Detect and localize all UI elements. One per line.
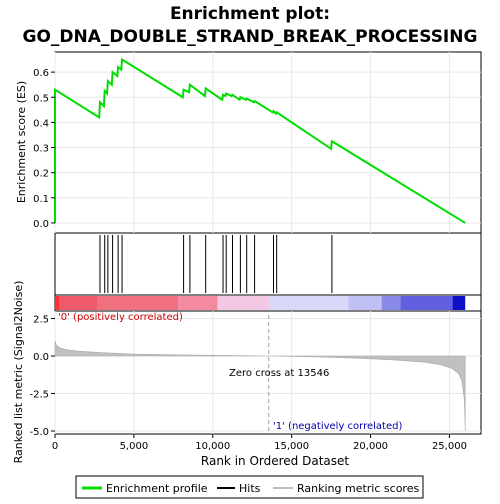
metric-area-path <box>54 340 466 432</box>
hits-panel <box>54 232 482 296</box>
metric-tick-label: 0.0 <box>33 352 49 363</box>
es-tick-label: 0.2 <box>33 169 49 180</box>
es-tick-label: 0.6 <box>33 68 49 79</box>
ranking-metric-area <box>54 340 466 432</box>
colorbar-segment <box>178 296 218 310</box>
negative-correlation-label: '1' (negatively correlated) <box>273 421 402 432</box>
colorbar-segment <box>55 296 60 310</box>
metric-panel <box>54 310 482 435</box>
es-y-ticks: 0.0 0.1 0.2 0.3 0.4 0.5 0.6 <box>33 68 55 230</box>
es-panel <box>54 51 482 234</box>
metric-y-ticks: 2.5 0.0 -2.5 -5.0 <box>29 315 55 438</box>
es-tick-label: 0.1 <box>33 194 49 205</box>
colorbar-segment <box>400 296 453 310</box>
metric-axis-label: Ranked list metric (Signal2Noise) <box>12 281 25 464</box>
legend-hits-label: Hits <box>239 482 261 495</box>
chart-title-line1: Enrichment plot: <box>170 4 330 24</box>
hit-marks <box>99 235 333 293</box>
colorbar-segment <box>217 296 270 310</box>
es-axis-label: Enrichment score (ES) <box>15 81 28 203</box>
ranked-colorbar <box>55 296 466 310</box>
colorbar-segment <box>97 296 179 310</box>
x-tick-label: 5,000 <box>120 441 149 452</box>
x-tick-label: 25,000 <box>432 441 467 452</box>
x-axis-label: Rank in Ordered Dataset <box>201 454 349 468</box>
es-tick-label: 0.5 <box>33 93 49 104</box>
x-tick-label: 10,000 <box>195 441 230 452</box>
metric-tick-label: 2.5 <box>33 315 49 326</box>
colorbar-segment <box>452 296 466 310</box>
enrichment-profile-path <box>54 57 466 224</box>
x-tick-label: 15,000 <box>274 441 309 452</box>
colorbar-segment <box>269 296 349 310</box>
positive-correlation-label: '0' (positively correlated) <box>58 312 183 323</box>
colorbar-segment <box>59 296 98 310</box>
colorbar-segment <box>348 296 382 310</box>
metric-tick-label: -2.5 <box>29 390 49 401</box>
x-tick-label: 0 <box>52 441 58 452</box>
legend-profile-label: Enrichment profile <box>106 482 208 495</box>
legend-metric-label: Ranking metric scores <box>297 482 419 495</box>
es-tick-label: 0.4 <box>33 118 49 129</box>
x-ticks: 0 5,000 10,000 15,000 20,000 25,000 <box>52 434 467 452</box>
es-tick-label: 0.0 <box>33 219 49 230</box>
metric-tick-label: -5.0 <box>29 427 49 438</box>
colorbar-segment <box>381 296 401 310</box>
chart-title-line2: GO_DNA_DOUBLE_STRAND_BREAK_PROCESSING <box>23 27 478 47</box>
metric-gridlines <box>54 311 481 434</box>
legend-box <box>75 475 424 499</box>
enrichment-profile-line <box>54 57 466 224</box>
es-tick-label: 0.3 <box>33 144 49 155</box>
legend: Enrichment profile Hits Ranking metric s… <box>75 475 424 499</box>
zero-cross-label: Zero cross at 13546 <box>229 368 329 379</box>
x-tick-label: 20,000 <box>353 441 388 452</box>
es-gridlines <box>54 52 481 233</box>
